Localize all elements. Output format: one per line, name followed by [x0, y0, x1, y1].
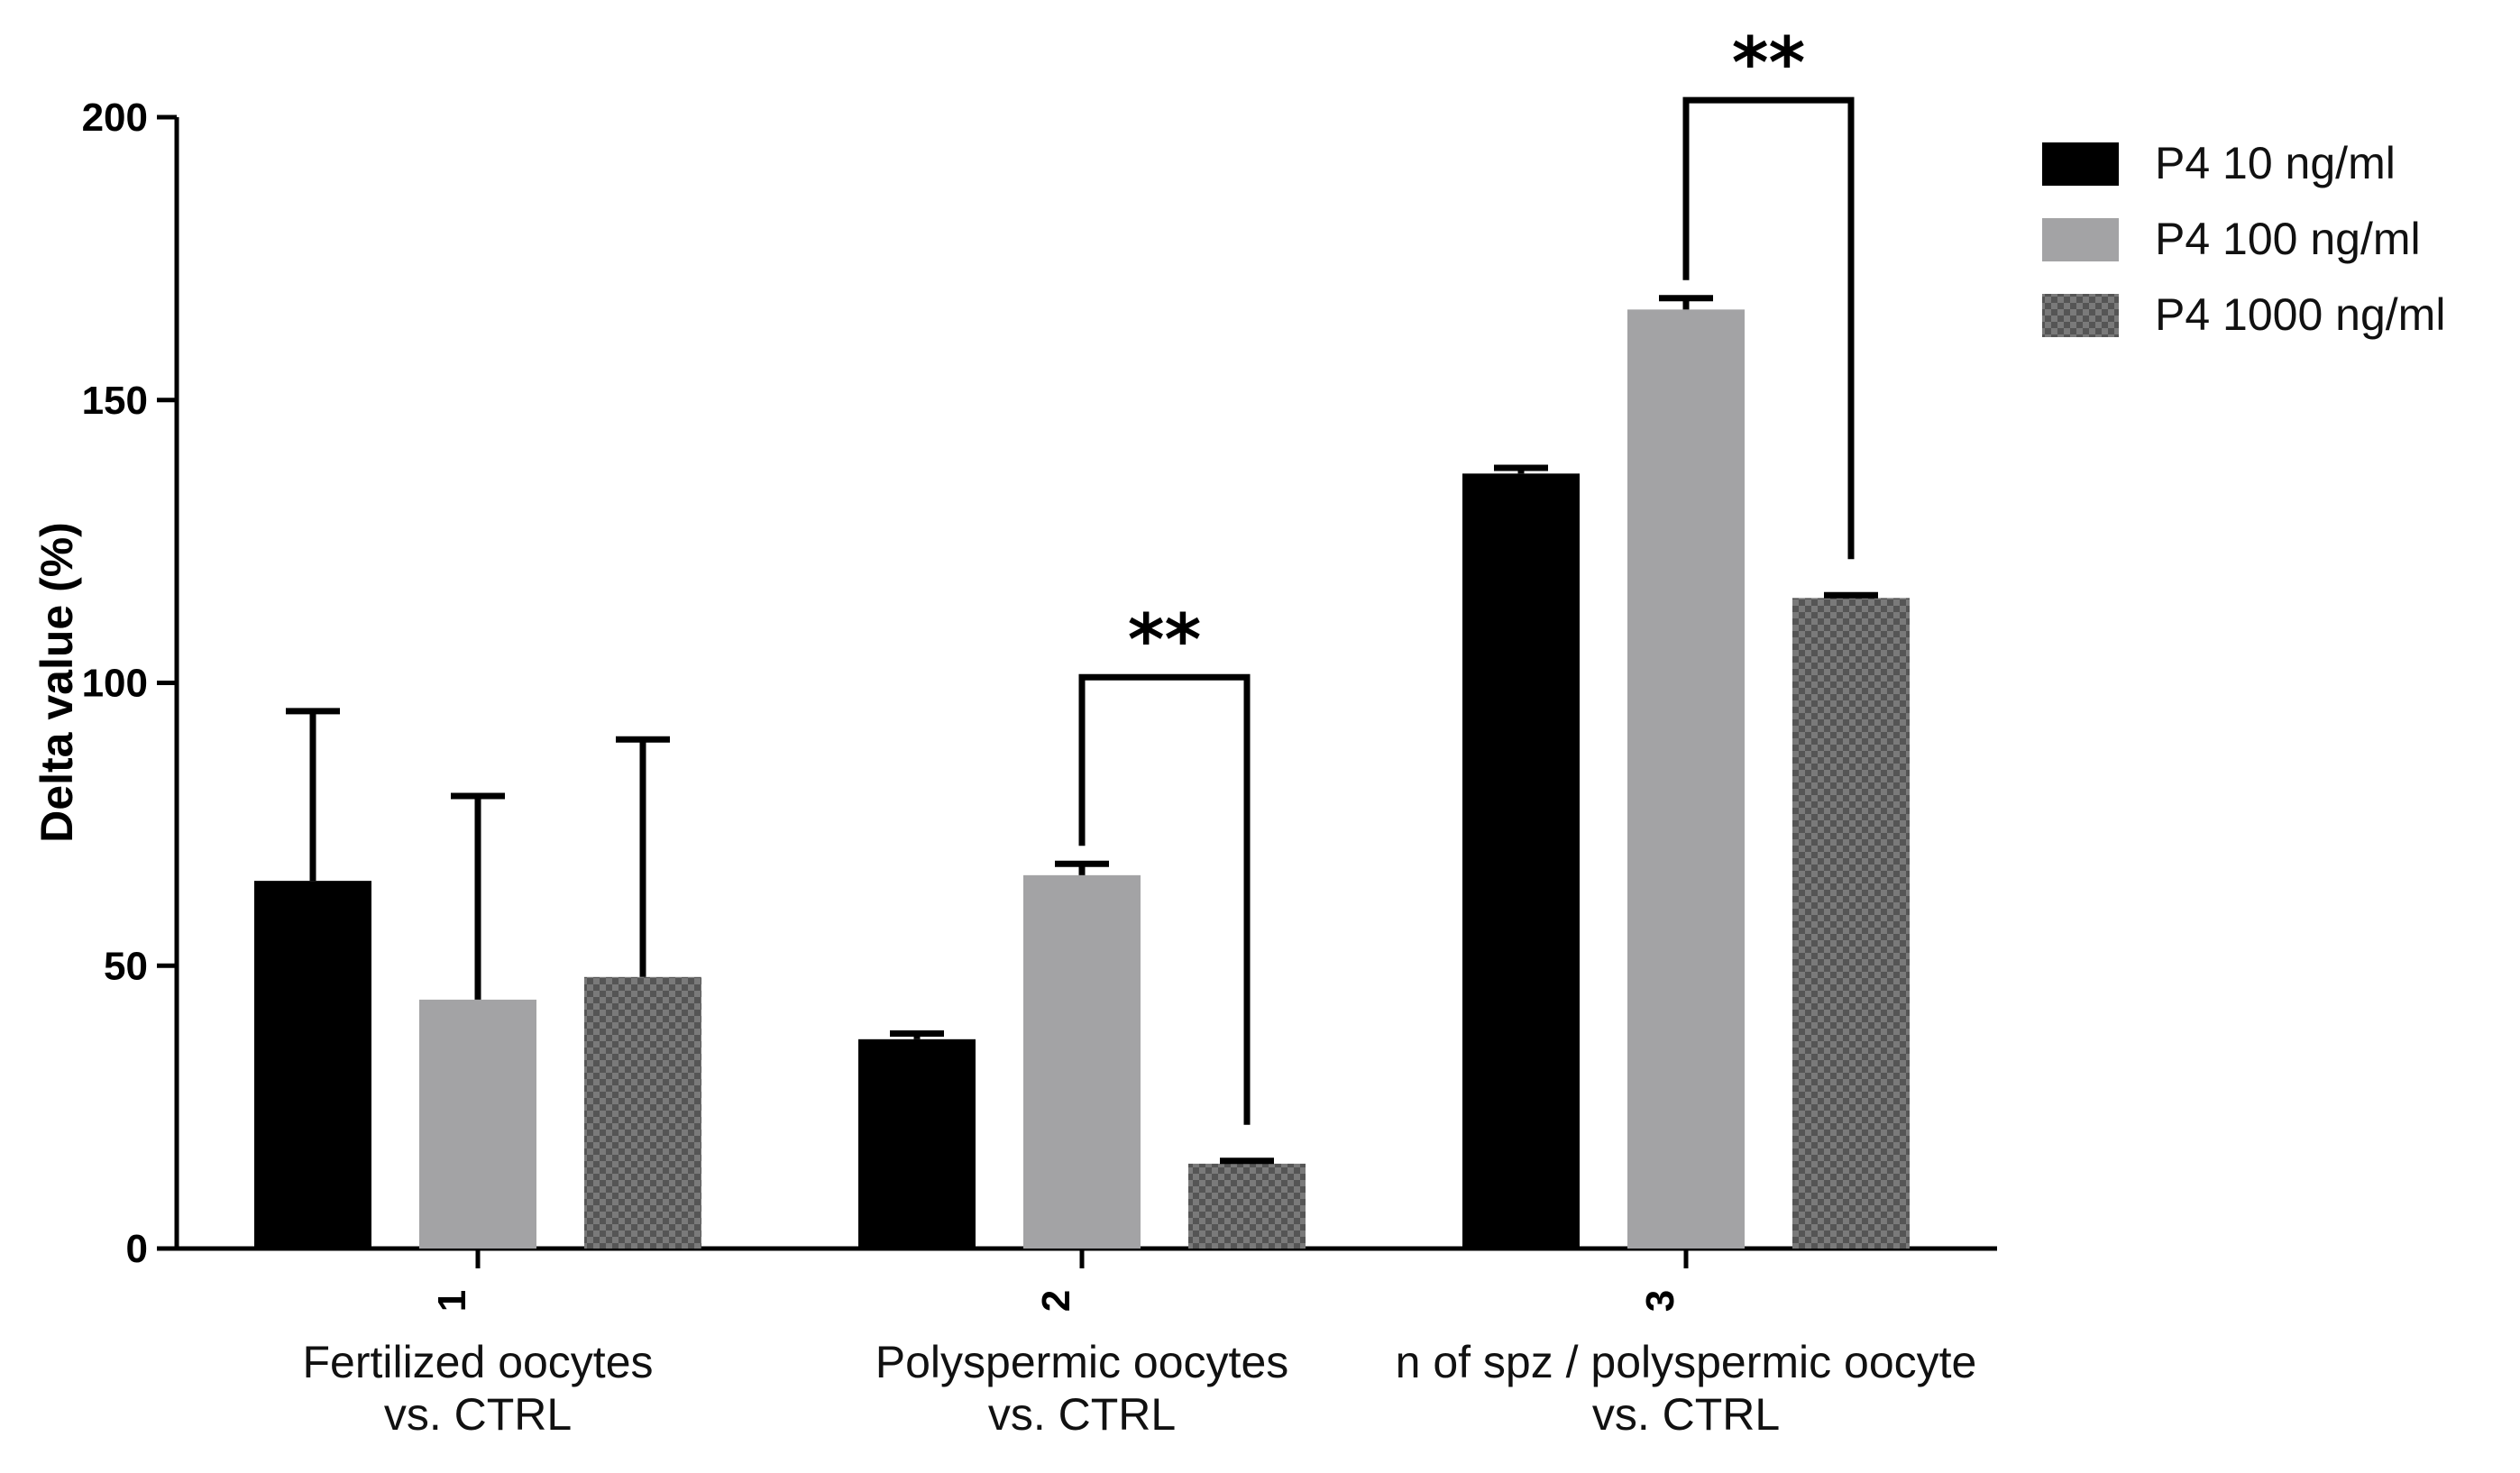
y-tick-label: 100 — [82, 662, 148, 706]
category-label: vs. CTRL — [988, 1389, 1176, 1440]
y-tick-label: 0 — [126, 1227, 148, 1271]
category-label: n of spz / polyspermic oocyte — [1396, 1337, 1977, 1387]
x-tick-label: 1 — [430, 1290, 474, 1312]
y-tick-label: 150 — [82, 379, 148, 423]
legend-swatch — [2042, 218, 2119, 261]
category-label: vs. CTRL — [384, 1389, 572, 1440]
legend-swatch — [2042, 294, 2119, 337]
bar — [1023, 874, 1141, 1249]
category-label: Polyspermic oocytes — [875, 1337, 1289, 1387]
bar — [584, 976, 701, 1249]
y-axis-label: Delta value (%) — [32, 522, 82, 843]
y-tick-label: 200 — [82, 96, 148, 140]
significance-label: ** — [1732, 23, 1806, 105]
bar — [1792, 598, 1910, 1249]
bar — [1188, 1163, 1306, 1249]
plot-area: 0 50 100 150 200 Delta value (%) 1 Fertilized o… — [32, 23, 2445, 1440]
category-label: vs. CTRL — [1592, 1389, 1780, 1440]
bar — [254, 881, 371, 1249]
legend-label: P4 100 ng/ml — [2155, 214, 2421, 264]
significance-bracket — [1682, 96, 1855, 560]
significance-label: ** — [1128, 600, 1202, 682]
category-label: Fertilized oocytes — [302, 1337, 653, 1387]
bar — [419, 999, 536, 1249]
bar — [1627, 309, 1745, 1249]
legend-swatch — [2042, 142, 2119, 186]
x-tick-label: 3 — [1638, 1290, 1682, 1312]
legend-label: P4 1000 ng/ml — [2155, 289, 2445, 340]
bar — [1462, 473, 1580, 1249]
bar — [858, 1038, 976, 1249]
y-tick-label: 50 — [104, 944, 148, 988]
x-tick-label: 2 — [1034, 1290, 1078, 1312]
legend-label: P4 10 ng/ml — [2155, 138, 2396, 188]
significance-bracket — [1078, 673, 1251, 1125]
